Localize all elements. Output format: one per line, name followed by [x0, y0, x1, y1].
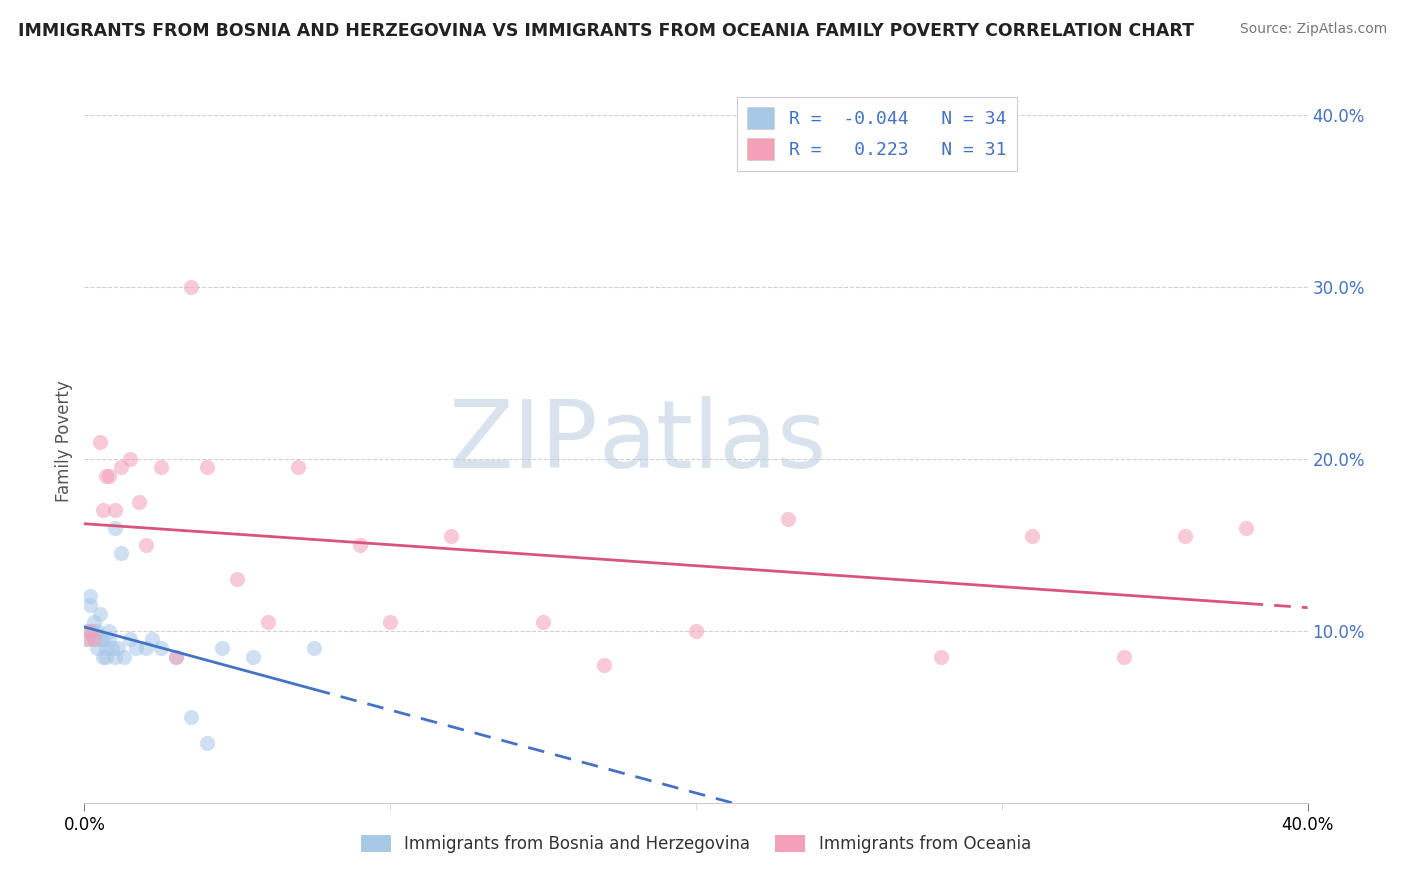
Point — [125, 640, 148, 655]
Point — [94, 640, 117, 655]
Point — [135, 640, 157, 655]
Point — [257, 615, 280, 630]
Point — [86, 624, 108, 638]
Point — [195, 460, 218, 475]
Point — [180, 279, 202, 293]
Point — [104, 649, 127, 664]
Point — [380, 615, 402, 630]
Point — [195, 735, 218, 749]
Point — [91, 503, 114, 517]
Point — [104, 520, 127, 534]
Point — [349, 538, 371, 552]
Point — [1174, 529, 1197, 543]
Point — [76, 624, 98, 638]
Point — [776, 512, 799, 526]
Legend: Immigrants from Bosnia and Herzegovina, Immigrants from Oceania: Immigrants from Bosnia and Herzegovina, … — [354, 828, 1038, 860]
Point — [593, 658, 616, 673]
Point — [242, 649, 264, 664]
Point — [89, 632, 111, 647]
Point — [94, 469, 117, 483]
Point — [149, 460, 172, 475]
Point — [79, 590, 101, 604]
Point — [149, 640, 172, 655]
Point — [83, 632, 105, 647]
Point — [929, 649, 952, 664]
Point — [101, 640, 124, 655]
Point — [128, 494, 150, 508]
Point — [83, 632, 105, 647]
Point — [211, 640, 233, 655]
Point — [89, 434, 111, 449]
Point — [1236, 520, 1258, 534]
Point — [165, 649, 187, 664]
Point — [94, 649, 117, 664]
Point — [79, 624, 101, 638]
Point — [685, 624, 707, 638]
Point — [86, 640, 108, 655]
Text: atlas: atlas — [598, 395, 827, 488]
Point — [165, 649, 187, 664]
Text: Source: ZipAtlas.com: Source: ZipAtlas.com — [1240, 22, 1388, 37]
Point — [89, 607, 111, 621]
Point — [76, 632, 98, 647]
Point — [76, 632, 98, 647]
Point — [97, 632, 120, 647]
Point — [97, 469, 120, 483]
Point — [287, 460, 309, 475]
Point — [107, 640, 129, 655]
Point — [91, 649, 114, 664]
Point — [120, 451, 142, 466]
Point — [104, 503, 127, 517]
Point — [180, 710, 202, 724]
Point — [226, 572, 249, 586]
Point — [83, 624, 105, 638]
Point — [440, 529, 463, 543]
Text: IMMIGRANTS FROM BOSNIA AND HERZEGOVINA VS IMMIGRANTS FROM OCEANIA FAMILY POVERTY: IMMIGRANTS FROM BOSNIA AND HERZEGOVINA V… — [18, 22, 1194, 40]
Point — [135, 538, 157, 552]
Point — [531, 615, 554, 630]
Y-axis label: Family Poverty: Family Poverty — [55, 381, 73, 502]
Point — [83, 615, 105, 630]
Point — [112, 649, 135, 664]
Point — [141, 632, 163, 647]
Point — [1114, 649, 1136, 664]
Text: ZIP: ZIP — [449, 395, 598, 488]
Point — [97, 624, 120, 638]
Point — [79, 598, 101, 612]
Point — [302, 640, 325, 655]
Point — [110, 546, 132, 560]
Point — [110, 460, 132, 475]
Point — [120, 632, 142, 647]
Point — [1021, 529, 1043, 543]
Point — [91, 632, 114, 647]
